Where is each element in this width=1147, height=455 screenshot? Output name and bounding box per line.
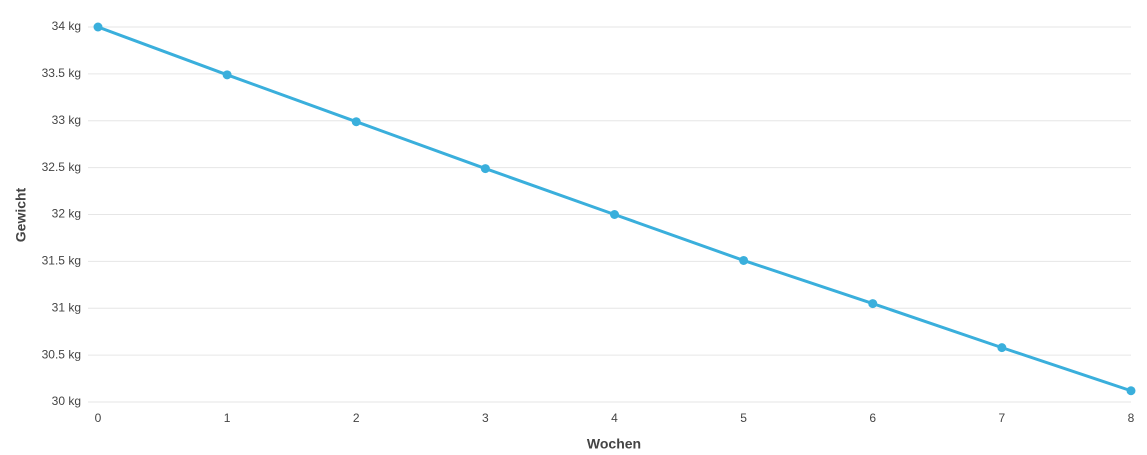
y-tick-label: 33.5 kg [42,66,81,80]
y-tick-label: 30 kg [52,394,81,408]
x-tick-label: 5 [740,411,747,425]
point [222,70,232,80]
y-tick-label: 33 kg [52,113,81,127]
y-tick-label: 32.5 kg [42,160,81,174]
point [997,343,1007,353]
point [1126,386,1136,396]
x-tick-label: 0 [95,411,102,425]
x-axis-title: Wochen [587,436,641,452]
x-tick-label: 6 [869,411,876,425]
x-tick-label: 2 [353,411,360,425]
line [97,25,1132,393]
y-tick-label: 30.5 kg [42,347,81,361]
y-tick-label: 31.5 kg [42,254,81,268]
x-tick-label: 1 [224,411,231,425]
y-tick-label: 34 kg [52,19,81,33]
point [93,22,103,32]
x-tick-label: 3 [482,411,489,425]
y-axis-title: Gewicht [13,187,29,242]
y-tick-label: 31 kg [52,300,81,314]
point [610,210,619,219]
point [480,164,490,174]
point [739,255,749,265]
x-tick-label: 8 [1128,411,1135,425]
point [868,299,878,309]
point [351,117,361,127]
x-tick-label: 4 [611,411,618,425]
y-tick-label: 32 kg [52,207,81,221]
x-tick-label: 7 [999,411,1006,425]
